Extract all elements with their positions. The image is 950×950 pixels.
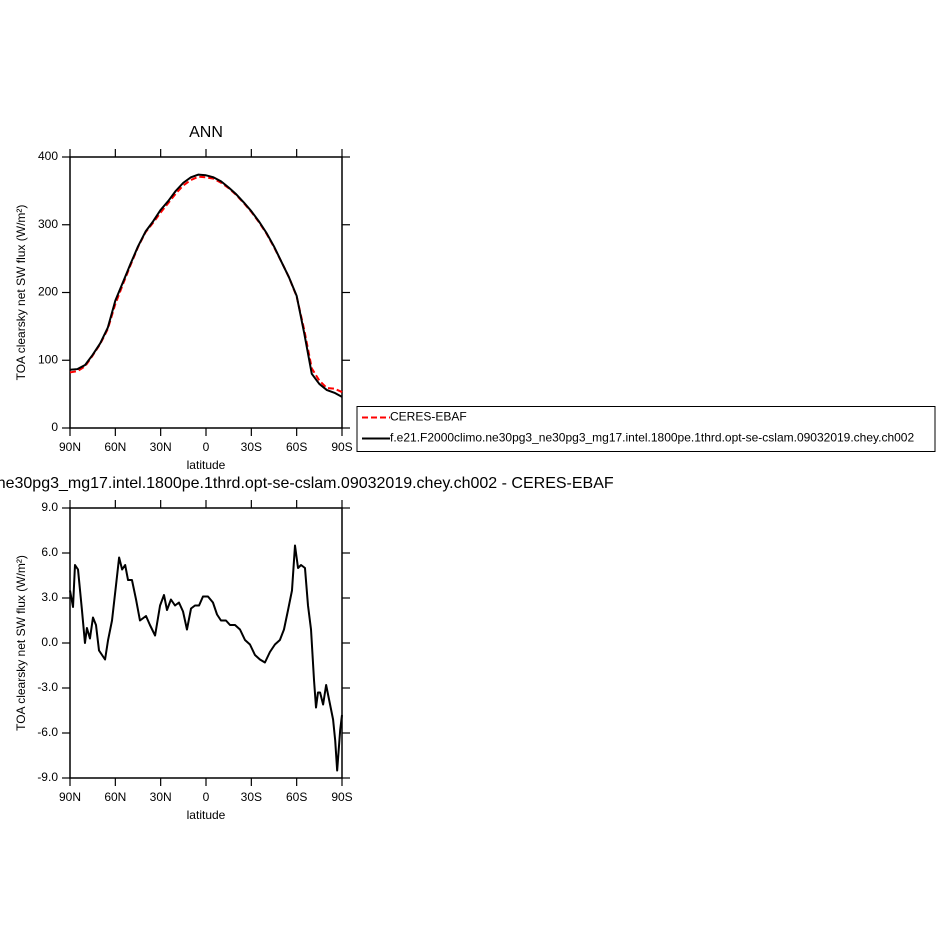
data-line <box>69 173 343 398</box>
x-tick-label: 90S <box>331 440 352 454</box>
y-tick-label: -3.0 <box>37 680 58 694</box>
y-tick-label: 400 <box>38 149 58 163</box>
x-tick-label: 60N <box>104 790 126 804</box>
x-tick-label: 0 <box>203 790 210 804</box>
y-tick-label: -9.0 <box>37 770 58 784</box>
data-line <box>69 544 343 772</box>
x-tick-label: 90S <box>331 790 352 804</box>
y-axis-label: TOA clearsky net SW flux (W/m²) <box>14 555 28 731</box>
y-tick-label: -6.0 <box>37 725 58 739</box>
x-tick-label: 0 <box>203 440 210 454</box>
x-tick-label: 60S <box>286 440 307 454</box>
legend-label: f.e21.F2000climo.ne30pg3_ne30pg3_mg17.in… <box>390 431 914 445</box>
x-tick-label: 90N <box>59 440 81 454</box>
x-tick-label: 30S <box>241 440 262 454</box>
legend-label: CERES-EBAF <box>390 410 467 424</box>
x-tick-label: 30N <box>150 440 172 454</box>
y-tick-label: 300 <box>38 217 58 231</box>
x-tick-label: 30S <box>241 790 262 804</box>
x-tick-label: 90N <box>59 790 81 804</box>
y-tick-label: 0.0 <box>41 635 58 649</box>
x-axis-label: latitude <box>187 808 226 822</box>
y-tick-label: 3.0 <box>41 590 58 604</box>
chart-title: f.e21.F2000climo.ne30pg3_ne30pg3_mg17.in… <box>0 475 614 492</box>
y-tick-label: 6.0 <box>41 545 58 559</box>
plot-frame <box>69 156 343 429</box>
x-axis-label: latitude <box>187 458 226 472</box>
y-tick-label: 9.0 <box>41 500 58 514</box>
y-tick-label: 0 <box>51 420 58 434</box>
plot-frame <box>69 507 343 779</box>
y-tick-label: 100 <box>38 352 58 366</box>
x-tick-label: 60S <box>286 790 307 804</box>
legend-box <box>356 406 936 452</box>
y-axis-label: TOA clearsky net SW flux (W/m²) <box>14 205 28 381</box>
data-line <box>69 175 343 394</box>
x-tick-label: 30N <box>150 790 172 804</box>
chart-title: ANN <box>189 124 223 141</box>
x-tick-label: 60N <box>104 440 126 454</box>
y-tick-label: 200 <box>38 285 58 299</box>
